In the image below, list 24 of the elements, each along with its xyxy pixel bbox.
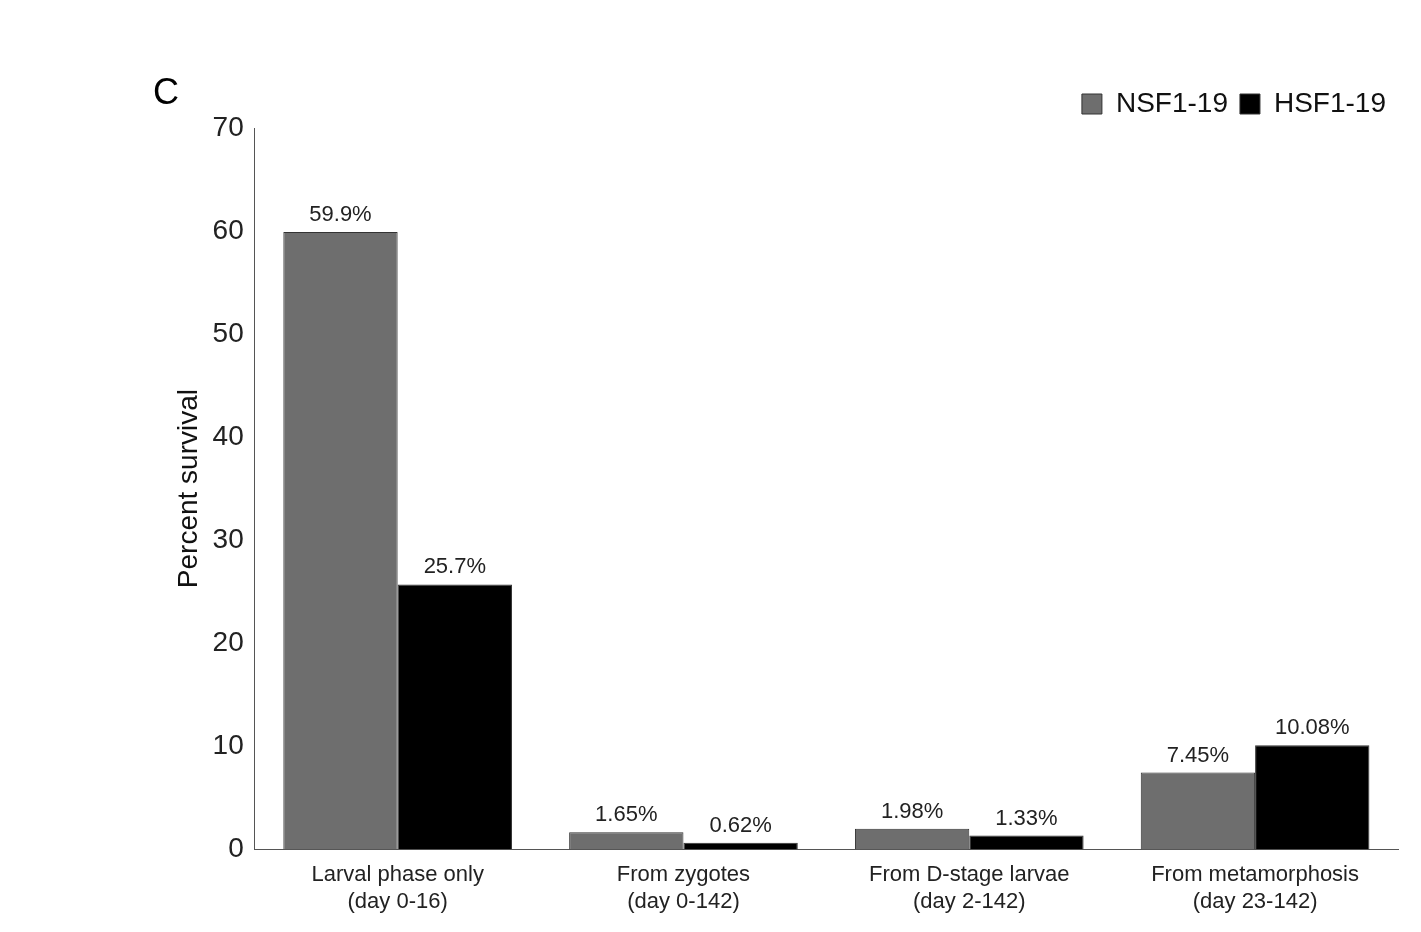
y-tick-label: 50	[212, 316, 244, 348]
data-label: 0.62%	[709, 811, 772, 837]
x-tick-label: From D-stage larvae (day 2-142)	[869, 861, 1070, 913]
y-tick-label: 0	[228, 831, 244, 863]
legend-label: HSF1-19	[1273, 86, 1387, 118]
data-label: 10.08%	[1274, 714, 1350, 740]
x-tick-label: Larval phase only (day 0-16)	[311, 861, 484, 913]
data-label: 1.33%	[995, 804, 1058, 830]
data-label: 1.65%	[595, 801, 658, 827]
x-tick-label: From metamorphosis (day 23-142)	[1151, 861, 1360, 913]
data-label: 1.98%	[880, 797, 944, 823]
x-tick-label: From zygotes (day 0-142)	[616, 861, 751, 913]
y-tick-label: 40	[212, 419, 244, 451]
y-tick-label: 20	[212, 625, 244, 657]
chart-title: C	[153, 70, 179, 112]
data-label: 25.7%	[423, 553, 487, 579]
data-label: 59.9%	[309, 201, 372, 227]
y-tick-label: 10	[212, 728, 244, 760]
y-axis-title: Percent survival	[171, 389, 203, 589]
y-tick-label: 30	[212, 522, 244, 554]
y-tick-label: 60	[212, 213, 244, 245]
y-tick-label: 70	[212, 110, 244, 142]
data-label: 7.45%	[1166, 741, 1230, 767]
legend-label: NSF1-19	[1115, 86, 1228, 118]
